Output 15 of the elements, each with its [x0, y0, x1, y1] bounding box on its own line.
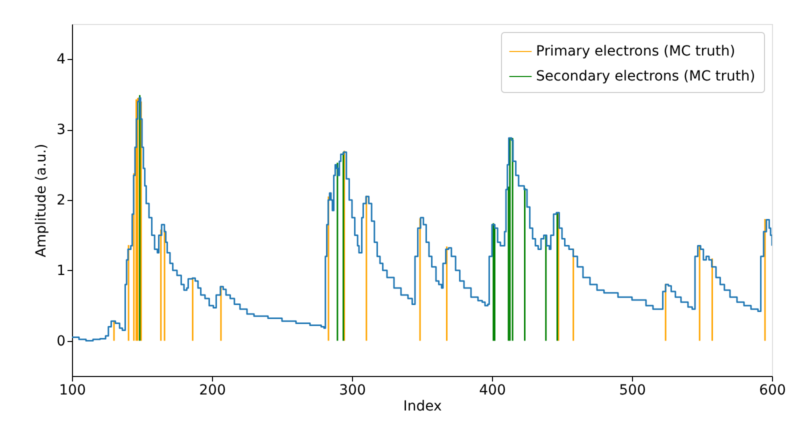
x-tick-label: 300	[339, 382, 366, 398]
x-tick-label: 200	[199, 382, 226, 398]
y-axis-title: Amplitude (a.u.)	[34, 144, 50, 258]
legend-label: Primary electrons (MC truth)	[536, 44, 736, 60]
legend-label: Secondary electrons (MC truth)	[536, 68, 756, 84]
x-tick-label: 400	[479, 382, 506, 398]
y-tick-label: 1	[56, 262, 66, 279]
y-tick-label: 4	[56, 52, 66, 68]
x-tick-label: 500	[619, 382, 646, 398]
y-tick-label: 3	[56, 122, 66, 138]
x-tick-label: 100	[59, 382, 86, 398]
y-tick-label: 2	[56, 192, 66, 208]
x-axis-title: Index	[403, 398, 442, 414]
x-tick-label: 600	[759, 382, 786, 398]
y-tick-label: 0	[56, 333, 66, 350]
